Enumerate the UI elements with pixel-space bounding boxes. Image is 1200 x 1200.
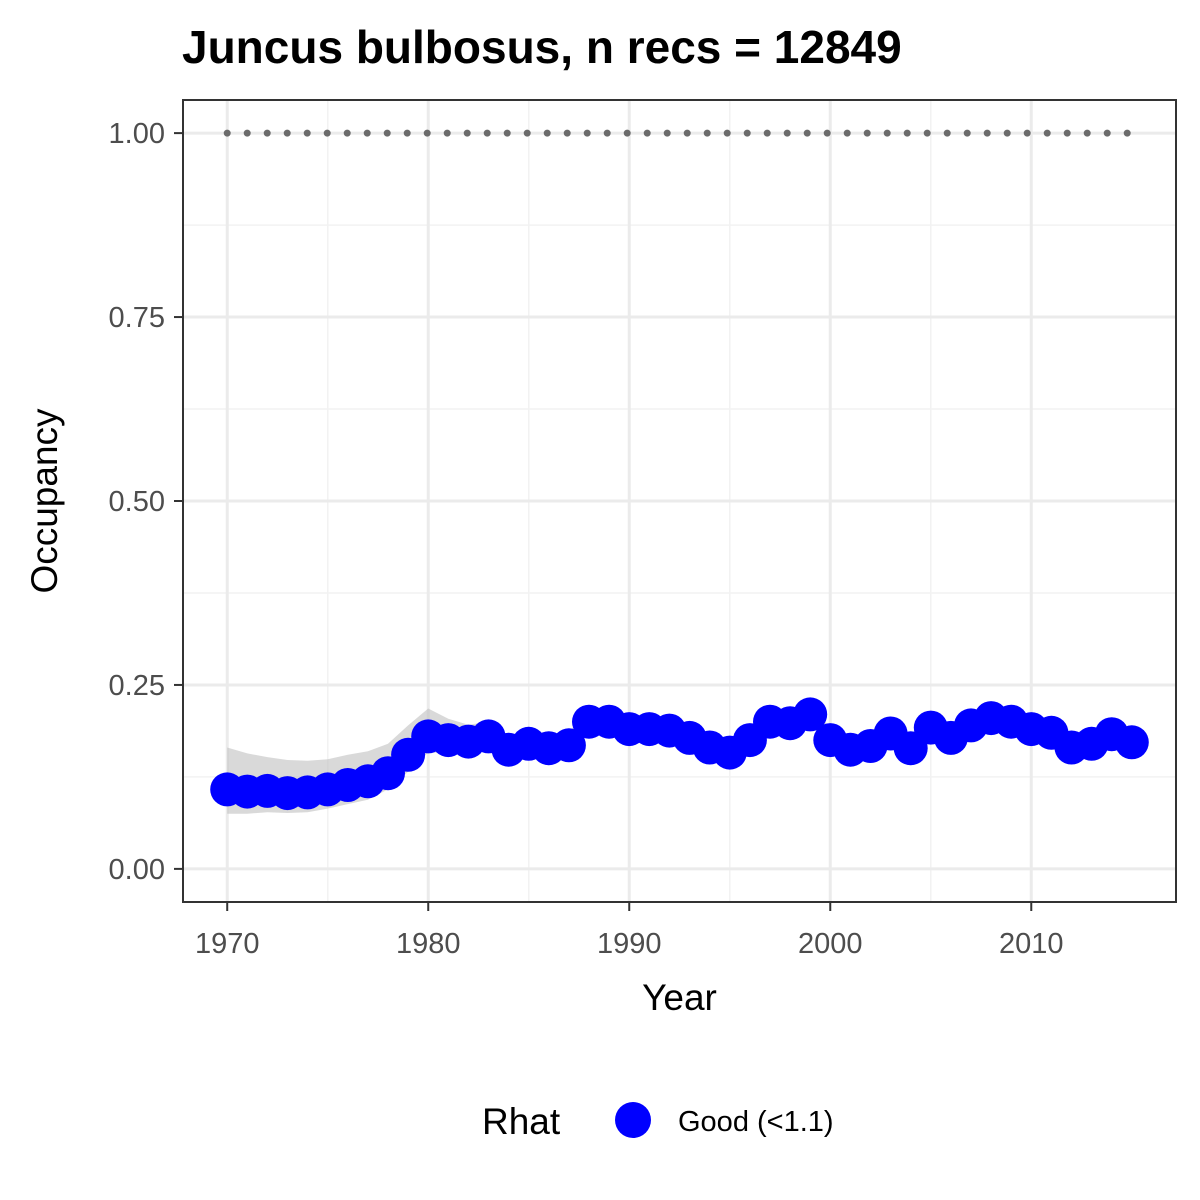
x-tick-label: 1970 (195, 928, 260, 960)
data-point (551, 728, 586, 763)
x-tick-label: 2000 (798, 928, 863, 960)
legend-key-good (615, 1102, 651, 1138)
data-point (793, 697, 828, 732)
data-point (1114, 725, 1149, 760)
y-tick-label: 0.00 (109, 854, 165, 886)
chart-title: Juncus bulbosus, n recs = 12849 (182, 21, 902, 73)
x-axis-title: Year (642, 977, 717, 1018)
x-tick-label: 2010 (999, 928, 1064, 960)
data-points (210, 697, 1149, 811)
x-axis: 1970 1980 1990 2000 2010 (195, 902, 1064, 960)
plot-panel (182, 99, 1177, 903)
legend-title: Rhat (482, 1101, 561, 1142)
y-axis: 0.00 0.25 0.50 0.75 1.00 (109, 118, 183, 886)
y-tick-label: 0.50 (109, 486, 165, 518)
x-tick-label: 1990 (597, 928, 662, 960)
legend-label-good: Good (<1.1) (678, 1106, 834, 1138)
y-axis-title: Occupancy (24, 408, 65, 594)
y-tick-label: 0.25 (109, 670, 165, 702)
legend: Rhat Good (<1.1) (482, 1101, 834, 1142)
x-tick-label: 1980 (396, 928, 461, 960)
y-tick-label: 0.75 (109, 302, 165, 334)
y-tick-label: 1.00 (109, 118, 165, 150)
